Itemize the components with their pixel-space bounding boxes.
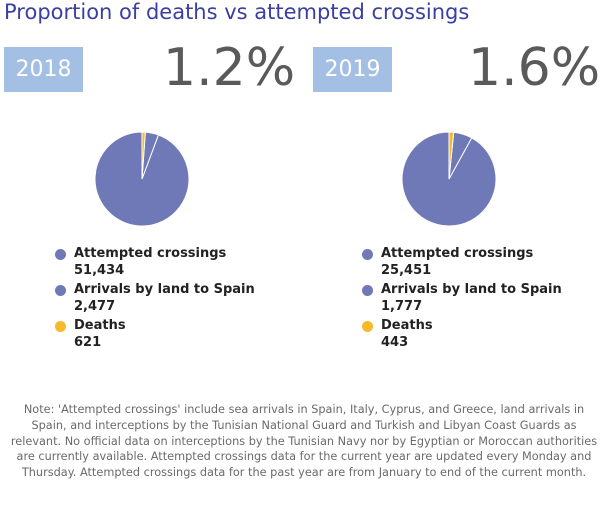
legend-value: 2,477 xyxy=(74,299,116,314)
pie-chart-2018 xyxy=(94,131,190,227)
legend-value: 51,434 xyxy=(74,263,125,278)
legend-2018: Attempted crossings 51,434 Arrivals by l… xyxy=(55,245,305,353)
pie-chart-2019 xyxy=(401,131,497,227)
legend-item-deaths: Deaths 443 xyxy=(362,317,608,353)
legend-dot xyxy=(55,249,66,260)
legend-item-attempted-crossings: Attempted crossings 51,434 xyxy=(55,245,305,281)
pie-slice-deaths xyxy=(141,131,146,180)
legend-dot xyxy=(362,249,373,260)
legend-label: Attempted crossings xyxy=(74,246,227,261)
pie-slice-deaths xyxy=(448,131,455,180)
legend-dot xyxy=(55,321,66,332)
year-badge-2018: 2018 xyxy=(4,47,83,92)
legend-item-deaths: Deaths 621 xyxy=(55,317,305,353)
legend-label: Arrivals by land to Spain xyxy=(74,282,255,297)
legend-label: Deaths xyxy=(381,318,433,333)
legend-dot xyxy=(362,321,373,332)
footnote: Note: 'Attempted crossings' include sea … xyxy=(10,403,598,480)
legend-dot xyxy=(55,285,66,296)
legend-label: Deaths xyxy=(74,318,126,333)
legend-value: 25,451 xyxy=(381,263,432,278)
legend-value: 1,777 xyxy=(381,299,423,314)
legend-dot xyxy=(362,285,373,296)
legend-label: Attempted crossings xyxy=(381,246,534,261)
legend-item-arrivals-by-land: Arrivals by land to Spain 1,777 xyxy=(362,281,608,317)
legend-item-arrivals-by-land: Arrivals by land to Spain 2,477 xyxy=(55,281,305,317)
legend-label: Arrivals by land to Spain xyxy=(381,282,562,297)
legend-2019: Attempted crossings 25,451 Arrivals by l… xyxy=(362,245,608,353)
legend-value: 443 xyxy=(381,335,409,350)
proportion-2018: 1.2% xyxy=(163,38,296,98)
proportion-2019: 1.6% xyxy=(468,38,601,98)
chart-title: Proportion of deaths vs attempted crossi… xyxy=(4,0,470,24)
legend-value: 621 xyxy=(74,335,102,350)
year-badge-2019: 2019 xyxy=(313,47,392,92)
legend-item-attempted-crossings: Attempted crossings 25,451 xyxy=(362,245,608,281)
